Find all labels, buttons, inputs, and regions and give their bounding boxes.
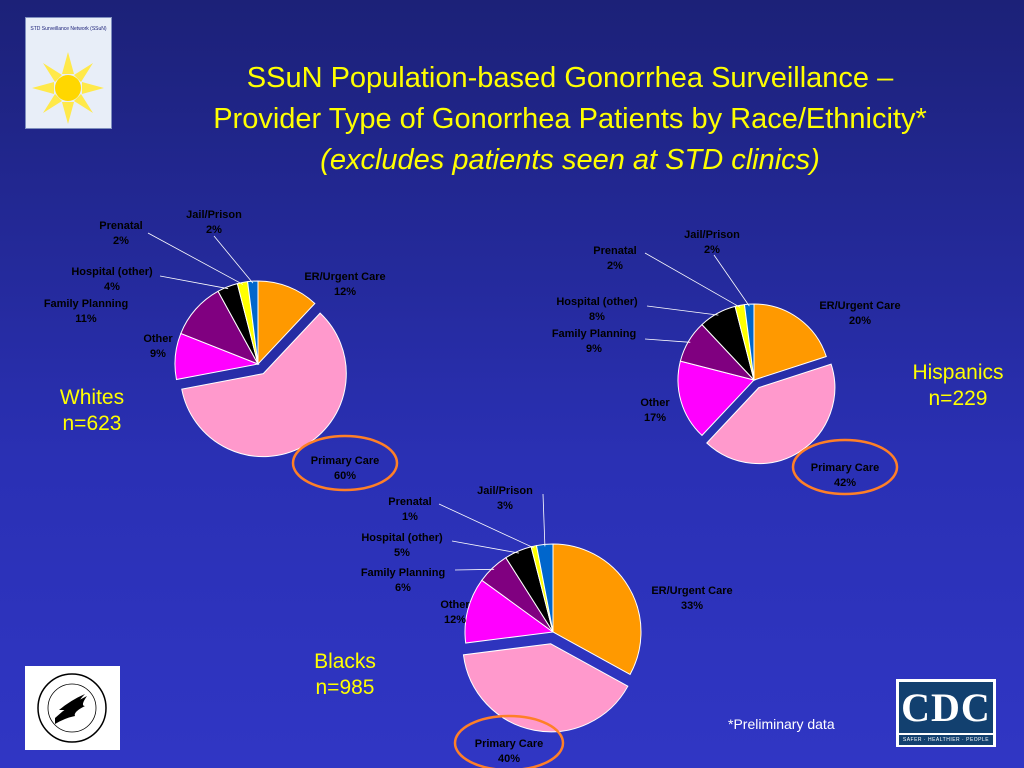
leader-line — [438, 503, 535, 549]
slice-percent-label: 2% — [704, 244, 720, 256]
slice-label: Jail/Prison — [477, 485, 533, 497]
slice-percent-label: 1% — [402, 511, 418, 523]
slice-label: Prenatal — [99, 220, 142, 232]
slice-percent-label: 40% — [498, 753, 520, 765]
leader-line — [147, 232, 244, 285]
pie-slice-er-urgent-care — [257, 280, 316, 366]
leader-line — [644, 338, 691, 343]
slice-label: Primary Care — [311, 455, 380, 467]
slice-percent-label: 60% — [334, 470, 356, 482]
slice-percent-label: 4% — [104, 281, 120, 293]
group-n: n=623 — [62, 412, 122, 435]
slice-label: Other — [640, 397, 670, 409]
group-label-hispanics: Hispanics n=229 — [898, 360, 1018, 412]
slice-label: Family Planning — [44, 298, 128, 310]
slice-percent-label: 8% — [589, 311, 605, 323]
slice-label: Family Planning — [552, 328, 636, 340]
slice-percent-label: 20% — [849, 315, 871, 327]
slice-percent-label: 2% — [206, 224, 222, 236]
slice-label: Hospital (other) — [556, 296, 638, 308]
sun-icon — [32, 52, 104, 124]
slice-label: Family Planning — [361, 567, 445, 579]
slice-percent-label: 6% — [395, 582, 411, 594]
slice-label: Prenatal — [593, 245, 636, 257]
slice-percent-label: 33% — [681, 600, 703, 612]
group-name: Blacks — [314, 650, 376, 673]
slice-percent-label: 12% — [444, 614, 466, 626]
pie-slice-jail-prison — [247, 280, 259, 365]
slice-label: Jail/Prison — [186, 209, 242, 221]
group-label-blacks: Blacks n=985 — [290, 649, 400, 701]
slice-label: Jail/Prison — [684, 229, 740, 241]
footnote: *Preliminary data — [728, 716, 835, 732]
slide-title: SSuN Population-based Gonorrhea Surveill… — [120, 58, 1020, 181]
slice-label: Hospital (other) — [71, 266, 153, 278]
leader-line — [451, 540, 519, 554]
slice-label: ER/Urgent Care — [651, 585, 732, 597]
slice-percent-label: 12% — [334, 286, 356, 298]
pie-slice-other — [464, 579, 555, 644]
pie-slice-primary-care — [706, 363, 836, 465]
cdc-logo-text: CDC — [899, 682, 993, 733]
leader-line — [646, 305, 719, 316]
slice-percent-label: 5% — [394, 547, 410, 559]
slice-label: ER/Urgent Care — [819, 300, 900, 312]
pie-chart-whites: ER/Urgent Care 12% Primary Care 60% Other 9% F… — [44, 209, 399, 492]
leader-line — [213, 235, 254, 284]
leader-line — [542, 493, 546, 547]
pie-slice-primary-care — [462, 643, 629, 733]
cdc-logo: CDC SAFER · HEALTHIER · PEOPLE — [896, 679, 996, 747]
slice-label: Prenatal — [388, 496, 431, 508]
slice-percent-label: 2% — [607, 260, 623, 272]
hhs-logo — [25, 666, 120, 750]
slice-percent-label: 3% — [497, 500, 513, 512]
highlight-ring — [791, 438, 899, 496]
ssun-logo-caption: STD Surveillance Network (SSuN) — [30, 26, 107, 32]
slice-percent-label: 2% — [113, 235, 129, 247]
slice-percent-label: 9% — [150, 348, 166, 360]
highlight-ring — [291, 434, 399, 492]
pie-chart-hispanics: ER/Urgent Care 20% Primary Care 42% Other 17%… — [552, 229, 901, 496]
group-name: Whites — [59, 386, 125, 409]
slice-percent-label: 9% — [586, 343, 602, 355]
slice-percent-label: 42% — [834, 477, 856, 489]
slice-percent-label: 11% — [75, 313, 97, 325]
leader-line — [454, 568, 495, 571]
slice-label: Hospital (other) — [361, 532, 443, 544]
slice-label: Primary Care — [475, 738, 544, 750]
pie-slice-er-urgent-care — [753, 303, 827, 381]
hhs-eagle-icon — [37, 673, 107, 743]
pie-slice-er-urgent-care — [552, 543, 642, 676]
leader-line — [644, 252, 741, 308]
slice-percent-label: 17% — [644, 412, 666, 424]
ssun-logo: STD Surveillance Network (SSuN) — [25, 17, 112, 129]
group-n: n=229 — [928, 387, 988, 410]
pie-slice-other — [677, 360, 755, 437]
group-label-whites: Whites n=623 — [42, 385, 142, 437]
title-line-2: Provider Type of Gonorrhea Patients by R… — [213, 103, 927, 135]
title-line-3: (excludes patients seen at STD clinics) — [320, 144, 820, 176]
leader-line — [159, 275, 229, 290]
cdc-logo-tagline: SAFER · HEALTHIER · PEOPLE — [899, 735, 993, 745]
slice-label: Other — [143, 333, 173, 345]
pie-chart-blacks: ER/Urgent Care 33% Primary Care 40% Other 12%… — [361, 485, 733, 768]
slice-label: Other — [440, 599, 470, 611]
highlight-ring — [453, 714, 565, 768]
pie-slice-jail-prison — [743, 303, 755, 381]
group-n: n=985 — [315, 676, 375, 699]
slice-label: Primary Care — [811, 462, 880, 474]
title-line-1: SSuN Population-based Gonorrhea Surveill… — [246, 62, 894, 94]
slice-label: ER/Urgent Care — [304, 271, 385, 283]
group-name: Hispanics — [912, 361, 1004, 384]
leader-line — [713, 254, 750, 307]
